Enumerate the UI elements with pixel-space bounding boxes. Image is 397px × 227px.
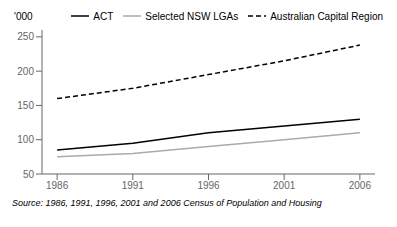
svg-text:2006: 2006 [349, 180, 372, 191]
html-text:Selected NSW LGAs: Selected NSW LGAs [145, 10, 239, 22]
svg-text:200: 200 [17, 66, 34, 77]
svg-text:150: 150 [17, 100, 34, 111]
html-text:'000: '000 [14, 10, 33, 22]
svg-text:1996: 1996 [197, 180, 220, 191]
svg-text:100: 100 [17, 134, 34, 145]
html-text:Source: 1986, 1991, 1996, 2001: Source: 1986, 1991, 1996, 2001 and 2006 … [12, 198, 322, 208]
svg-text:250: 250 [17, 31, 34, 42]
svg-text:50: 50 [23, 169, 35, 180]
html-text:ACT: ACT [93, 10, 114, 22]
svg-text:1991: 1991 [122, 180, 145, 191]
svg-text:2001: 2001 [273, 180, 296, 191]
svg-text:1986: 1986 [46, 180, 69, 191]
html-text:Australian Capital Region: Australian Capital Region [270, 10, 383, 22]
